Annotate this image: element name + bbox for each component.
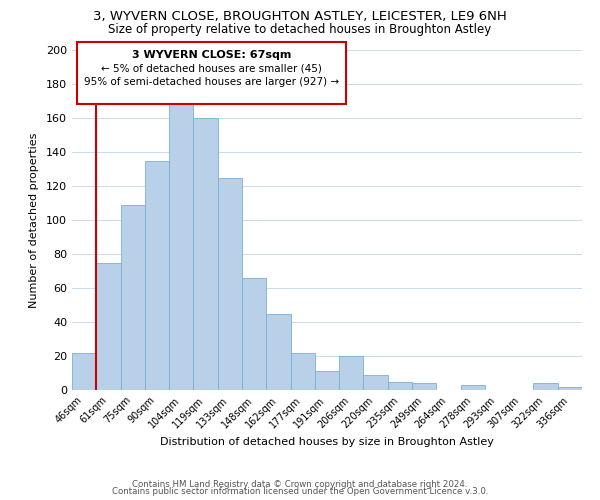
Bar (242, 278, 266, 390)
Text: 3, WYVERN CLOSE, BROUGHTON ASTLEY, LEICESTER, LE9 6NH: 3, WYVERN CLOSE, BROUGHTON ASTLEY, LEICE… (93, 10, 507, 23)
Text: Contains public sector information licensed under the Open Government Licence v.: Contains public sector information licen… (112, 487, 488, 496)
Bar (266, 314, 290, 390)
Bar (169, 104, 193, 390)
Text: ← 5% of detached houses are smaller (45): ← 5% of detached houses are smaller (45) (101, 64, 322, 74)
Text: Contains HM Land Registry data © Crown copyright and database right 2024.: Contains HM Land Registry data © Crown c… (132, 480, 468, 489)
Bar (145, 160, 169, 390)
Bar (461, 385, 485, 390)
Bar (96, 262, 121, 390)
Bar (388, 382, 412, 390)
Bar (558, 386, 582, 390)
Bar (121, 204, 145, 390)
Bar (364, 374, 388, 390)
Bar (218, 178, 242, 390)
Bar (533, 383, 558, 390)
Text: Size of property relative to detached houses in Broughton Astley: Size of property relative to detached ho… (109, 22, 491, 36)
X-axis label: Distribution of detached houses by size in Broughton Astley: Distribution of detached houses by size … (160, 436, 494, 446)
Y-axis label: Number of detached properties: Number of detached properties (29, 132, 39, 308)
Bar (290, 352, 315, 390)
Bar (315, 372, 339, 390)
Bar (412, 383, 436, 390)
Text: 3 WYVERN CLOSE: 67sqm: 3 WYVERN CLOSE: 67sqm (132, 50, 292, 60)
Bar (339, 356, 364, 390)
Text: 95% of semi-detached houses are larger (927) →: 95% of semi-detached houses are larger (… (84, 77, 339, 87)
Bar (72, 352, 96, 390)
FancyBboxPatch shape (77, 42, 346, 104)
Bar (193, 118, 218, 390)
